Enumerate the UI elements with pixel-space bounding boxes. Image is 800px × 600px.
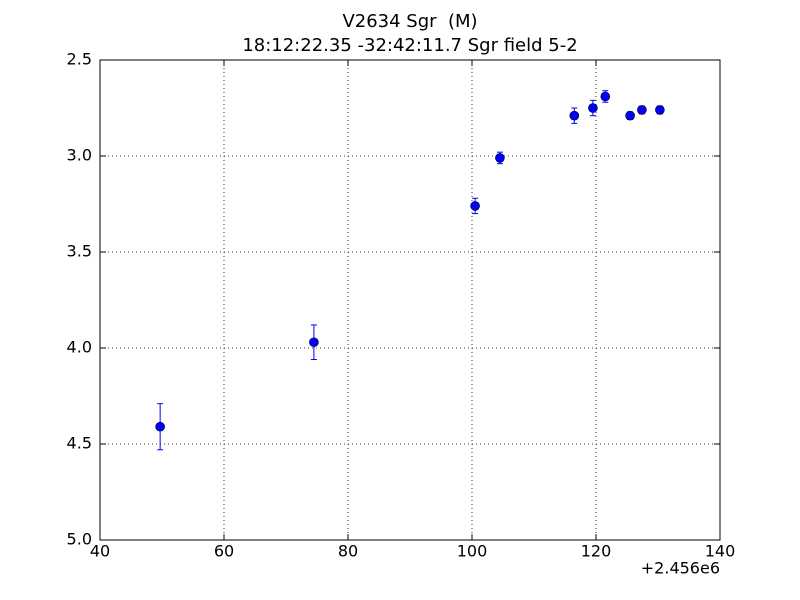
data-point bbox=[309, 337, 319, 348]
x-tick-label: 80 bbox=[338, 542, 358, 561]
x-tick-label: 140 bbox=[705, 542, 736, 561]
x-tick-label: 100 bbox=[457, 542, 488, 561]
data-point bbox=[495, 153, 505, 163]
x-tick-label: 120 bbox=[581, 542, 612, 561]
data-point bbox=[600, 91, 611, 102]
x-offset-label: +2.456e6 bbox=[641, 559, 720, 578]
x-tick-label: 60 bbox=[214, 542, 234, 561]
chart-title: V2634 Sgr (M) bbox=[342, 11, 477, 32]
chart-subtitle: 18:12:22.35 -32:42:11.7 Sgr field 5-2 bbox=[242, 35, 577, 56]
x-tick-label: 40 bbox=[90, 542, 110, 561]
data-point bbox=[637, 105, 647, 115]
y-tick-label: 3.5 bbox=[67, 242, 92, 261]
data-point bbox=[569, 110, 580, 121]
data-point bbox=[470, 201, 480, 211]
y-tick-label: 3.0 bbox=[67, 146, 92, 165]
data-point bbox=[625, 110, 635, 121]
y-tick-label: 2.5 bbox=[67, 50, 92, 69]
y-tick-label: 4.5 bbox=[67, 434, 92, 453]
y-tick-label: 4.0 bbox=[67, 338, 92, 357]
data-point bbox=[588, 103, 598, 113]
data-point bbox=[655, 105, 665, 115]
data-point bbox=[155, 421, 165, 432]
plot-frame bbox=[99, 59, 721, 541]
y-tick-label: 5.0 bbox=[67, 530, 92, 549]
